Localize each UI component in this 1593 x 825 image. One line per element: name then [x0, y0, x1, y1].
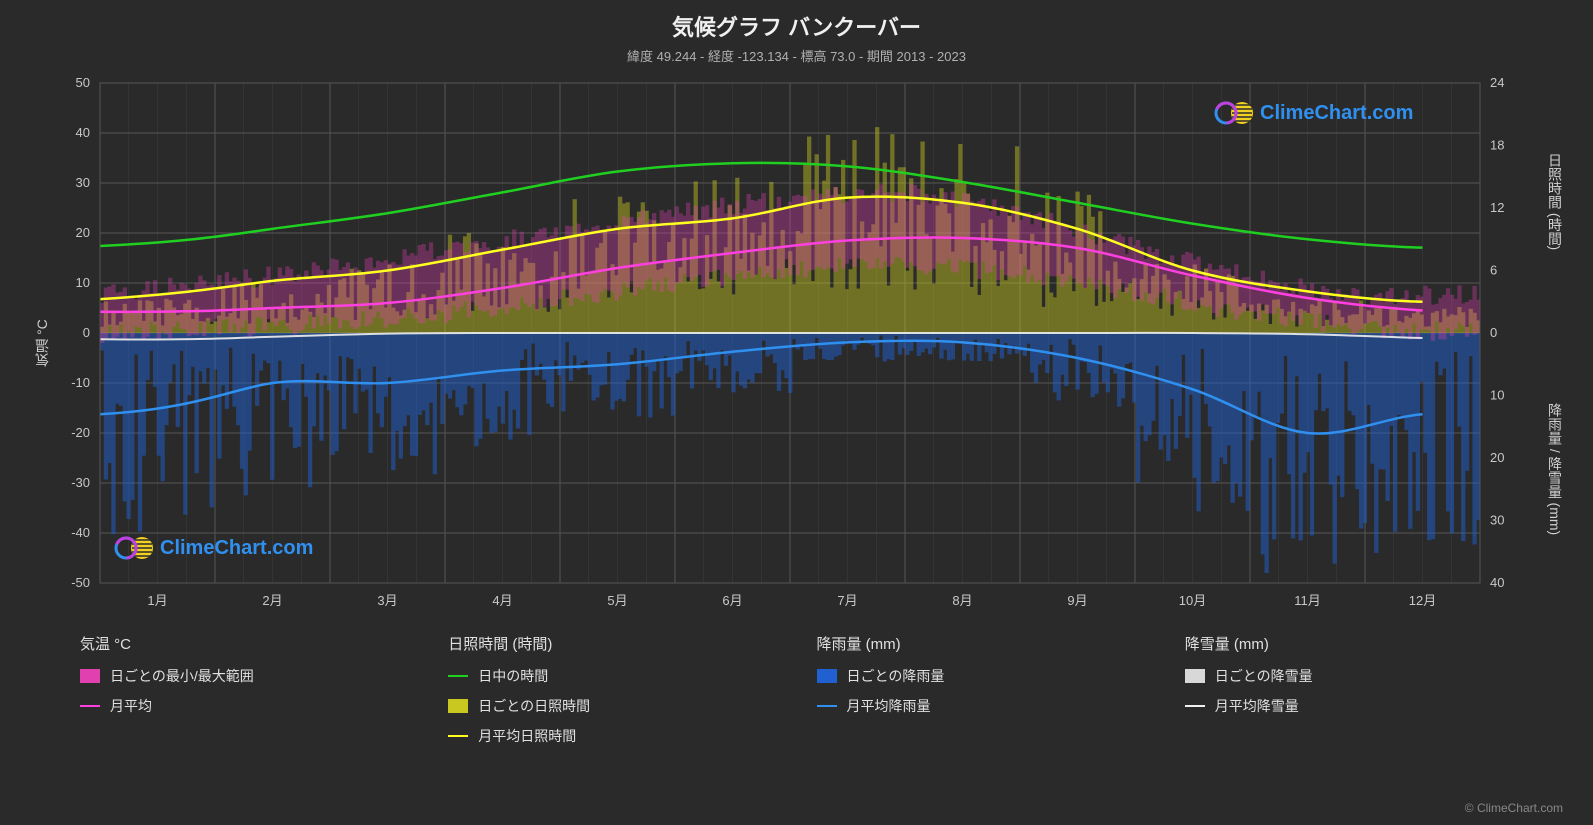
svg-text:-20: -20 [71, 425, 90, 440]
svg-text:50: 50 [76, 75, 90, 90]
svg-text:18: 18 [1490, 138, 1504, 153]
svg-text:12月: 12月 [1409, 593, 1436, 608]
legend-item: 月平均 [80, 696, 408, 716]
legend-item-label: 月平均降雨量 [847, 696, 931, 716]
svg-text:0: 0 [1490, 325, 1497, 340]
legend-item-label: 日ごとの降雨量 [847, 666, 945, 686]
legend-line-icon [1185, 705, 1205, 707]
legend-item: 日ごとの降雨量 [817, 666, 1145, 686]
svg-text:-30: -30 [71, 475, 90, 490]
legend-item: 日ごとの日照時間 [448, 696, 776, 716]
chart-container: 気温 °C 日照時間 (時間) 降雨量 / 降雪量 (mm) 50 40 30 20 1… [20, 73, 1573, 613]
legend-group: 降雪量 (mm) 日ごとの降雪量月平均降雪量 [1185, 633, 1513, 756]
svg-text:7月: 7月 [837, 593, 857, 608]
legend-group-title: 降雪量 (mm) [1185, 633, 1513, 654]
legend-swatch-icon [817, 669, 837, 683]
chart-header: 気候グラフ バンクーバー 緯度 49.244 - 経度 -123.134 - 標… [20, 10, 1573, 65]
legend-swatch-icon [1185, 669, 1205, 683]
svg-text:6月: 6月 [722, 593, 742, 608]
chart-plot: 50 40 30 20 10 0 -10 -20 -30 -40 -50 24 18 12 6 0 10 20 30… [20, 73, 1573, 613]
legend-item-label: 日ごとの降雪量 [1215, 666, 1313, 686]
legend-item: 月平均降雪量 [1185, 696, 1513, 716]
legend-item-label: 日ごとの日照時間 [478, 696, 590, 716]
svg-text:-50: -50 [71, 575, 90, 590]
legend-item-label: 月平均日照時間 [478, 726, 576, 746]
svg-text:10: 10 [1490, 388, 1504, 403]
y-axis-right-bottom-label: 降雨量 / 降雪量 (mm) [1545, 403, 1565, 535]
svg-text:1月: 1月 [147, 593, 167, 608]
svg-text:30: 30 [1490, 513, 1504, 528]
copyright-text: © ClimeChart.com [1465, 801, 1563, 815]
svg-text:ClimeChart.com: ClimeChart.com [1260, 102, 1413, 124]
legend-item: 日ごとの最小/最大範囲 [80, 666, 408, 686]
legend-group: 気温 °C 日ごとの最小/最大範囲月平均 [80, 633, 408, 756]
legend-line-icon [448, 675, 468, 677]
svg-text:6: 6 [1490, 263, 1497, 278]
svg-text:9月: 9月 [1067, 593, 1087, 608]
legend-group-title: 降雨量 (mm) [817, 633, 1145, 654]
svg-text:5月: 5月 [607, 593, 627, 608]
svg-text:24: 24 [1490, 75, 1504, 90]
legend-group-title: 日照時間 (時間) [448, 633, 776, 654]
svg-text:10月: 10月 [1179, 593, 1206, 608]
svg-text:-40: -40 [71, 525, 90, 540]
legend-line-icon [80, 705, 100, 707]
legend-item: 月平均降雨量 [817, 696, 1145, 716]
chart-title: 気候グラフ バンクーバー [20, 10, 1573, 42]
svg-text:3月: 3月 [377, 593, 397, 608]
legend: 気温 °C 日ごとの最小/最大範囲月平均 日照時間 (時間) 日中の時間日ごとの日照時… [20, 613, 1573, 756]
legend-group: 降雨量 (mm) 日ごとの降雨量月平均降雨量 [817, 633, 1145, 756]
svg-text:2月: 2月 [262, 593, 282, 608]
legend-group: 日照時間 (時間) 日中の時間日ごとの日照時間月平均日照時間 [448, 633, 776, 756]
legend-item-label: 月平均 [110, 696, 152, 716]
legend-item-label: 日ごとの最小/最大範囲 [110, 666, 254, 686]
svg-text:4月: 4月 [492, 593, 512, 608]
svg-text:20: 20 [1490, 450, 1504, 465]
svg-text:ClimeChart.com: ClimeChart.com [160, 537, 313, 559]
svg-text:12: 12 [1490, 200, 1504, 215]
svg-text:10: 10 [76, 275, 90, 290]
legend-line-icon [817, 705, 837, 707]
svg-text:20: 20 [76, 225, 90, 240]
legend-swatch-icon [80, 669, 100, 683]
chart-subtitle: 緯度 49.244 - 経度 -123.134 - 標高 73.0 - 期間 2… [20, 46, 1573, 65]
legend-item: 日中の時間 [448, 666, 776, 686]
svg-text:8月: 8月 [952, 593, 972, 608]
svg-text:11月: 11月 [1294, 593, 1321, 608]
svg-text:30: 30 [76, 175, 90, 190]
legend-swatch-icon [448, 699, 468, 713]
svg-text:40: 40 [1490, 575, 1504, 590]
y-axis-right-top-label: 日照時間 (時間) [1545, 153, 1565, 250]
legend-item: 月平均日照時間 [448, 726, 776, 746]
svg-text:-10: -10 [71, 375, 90, 390]
y-axis-left-label: 気温 °C [32, 319, 52, 367]
legend-line-icon [448, 735, 468, 737]
legend-item: 日ごとの降雪量 [1185, 666, 1513, 686]
legend-item-label: 月平均降雪量 [1215, 696, 1299, 716]
svg-text:0: 0 [83, 325, 90, 340]
legend-item-label: 日中の時間 [478, 666, 548, 686]
svg-text:40: 40 [76, 125, 90, 140]
legend-group-title: 気温 °C [80, 633, 408, 654]
